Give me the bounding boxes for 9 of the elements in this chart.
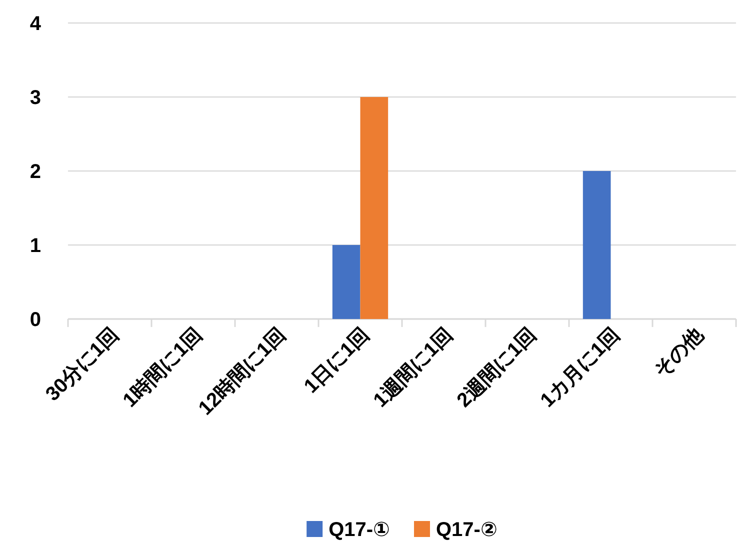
x-tick-label: 30分に1回 [42, 324, 124, 406]
x-tick-label: その他 [650, 324, 708, 382]
y-tick-label: 4 [30, 13, 41, 35]
y-tick-label: 0 [30, 309, 41, 331]
y-tick-label: 2 [30, 161, 41, 183]
y-tick-label: 1 [30, 235, 41, 257]
legend-label: Q17-② [436, 519, 498, 541]
legend-label: Q17-① [328, 519, 390, 541]
y-tick-label: 3 [30, 87, 41, 109]
